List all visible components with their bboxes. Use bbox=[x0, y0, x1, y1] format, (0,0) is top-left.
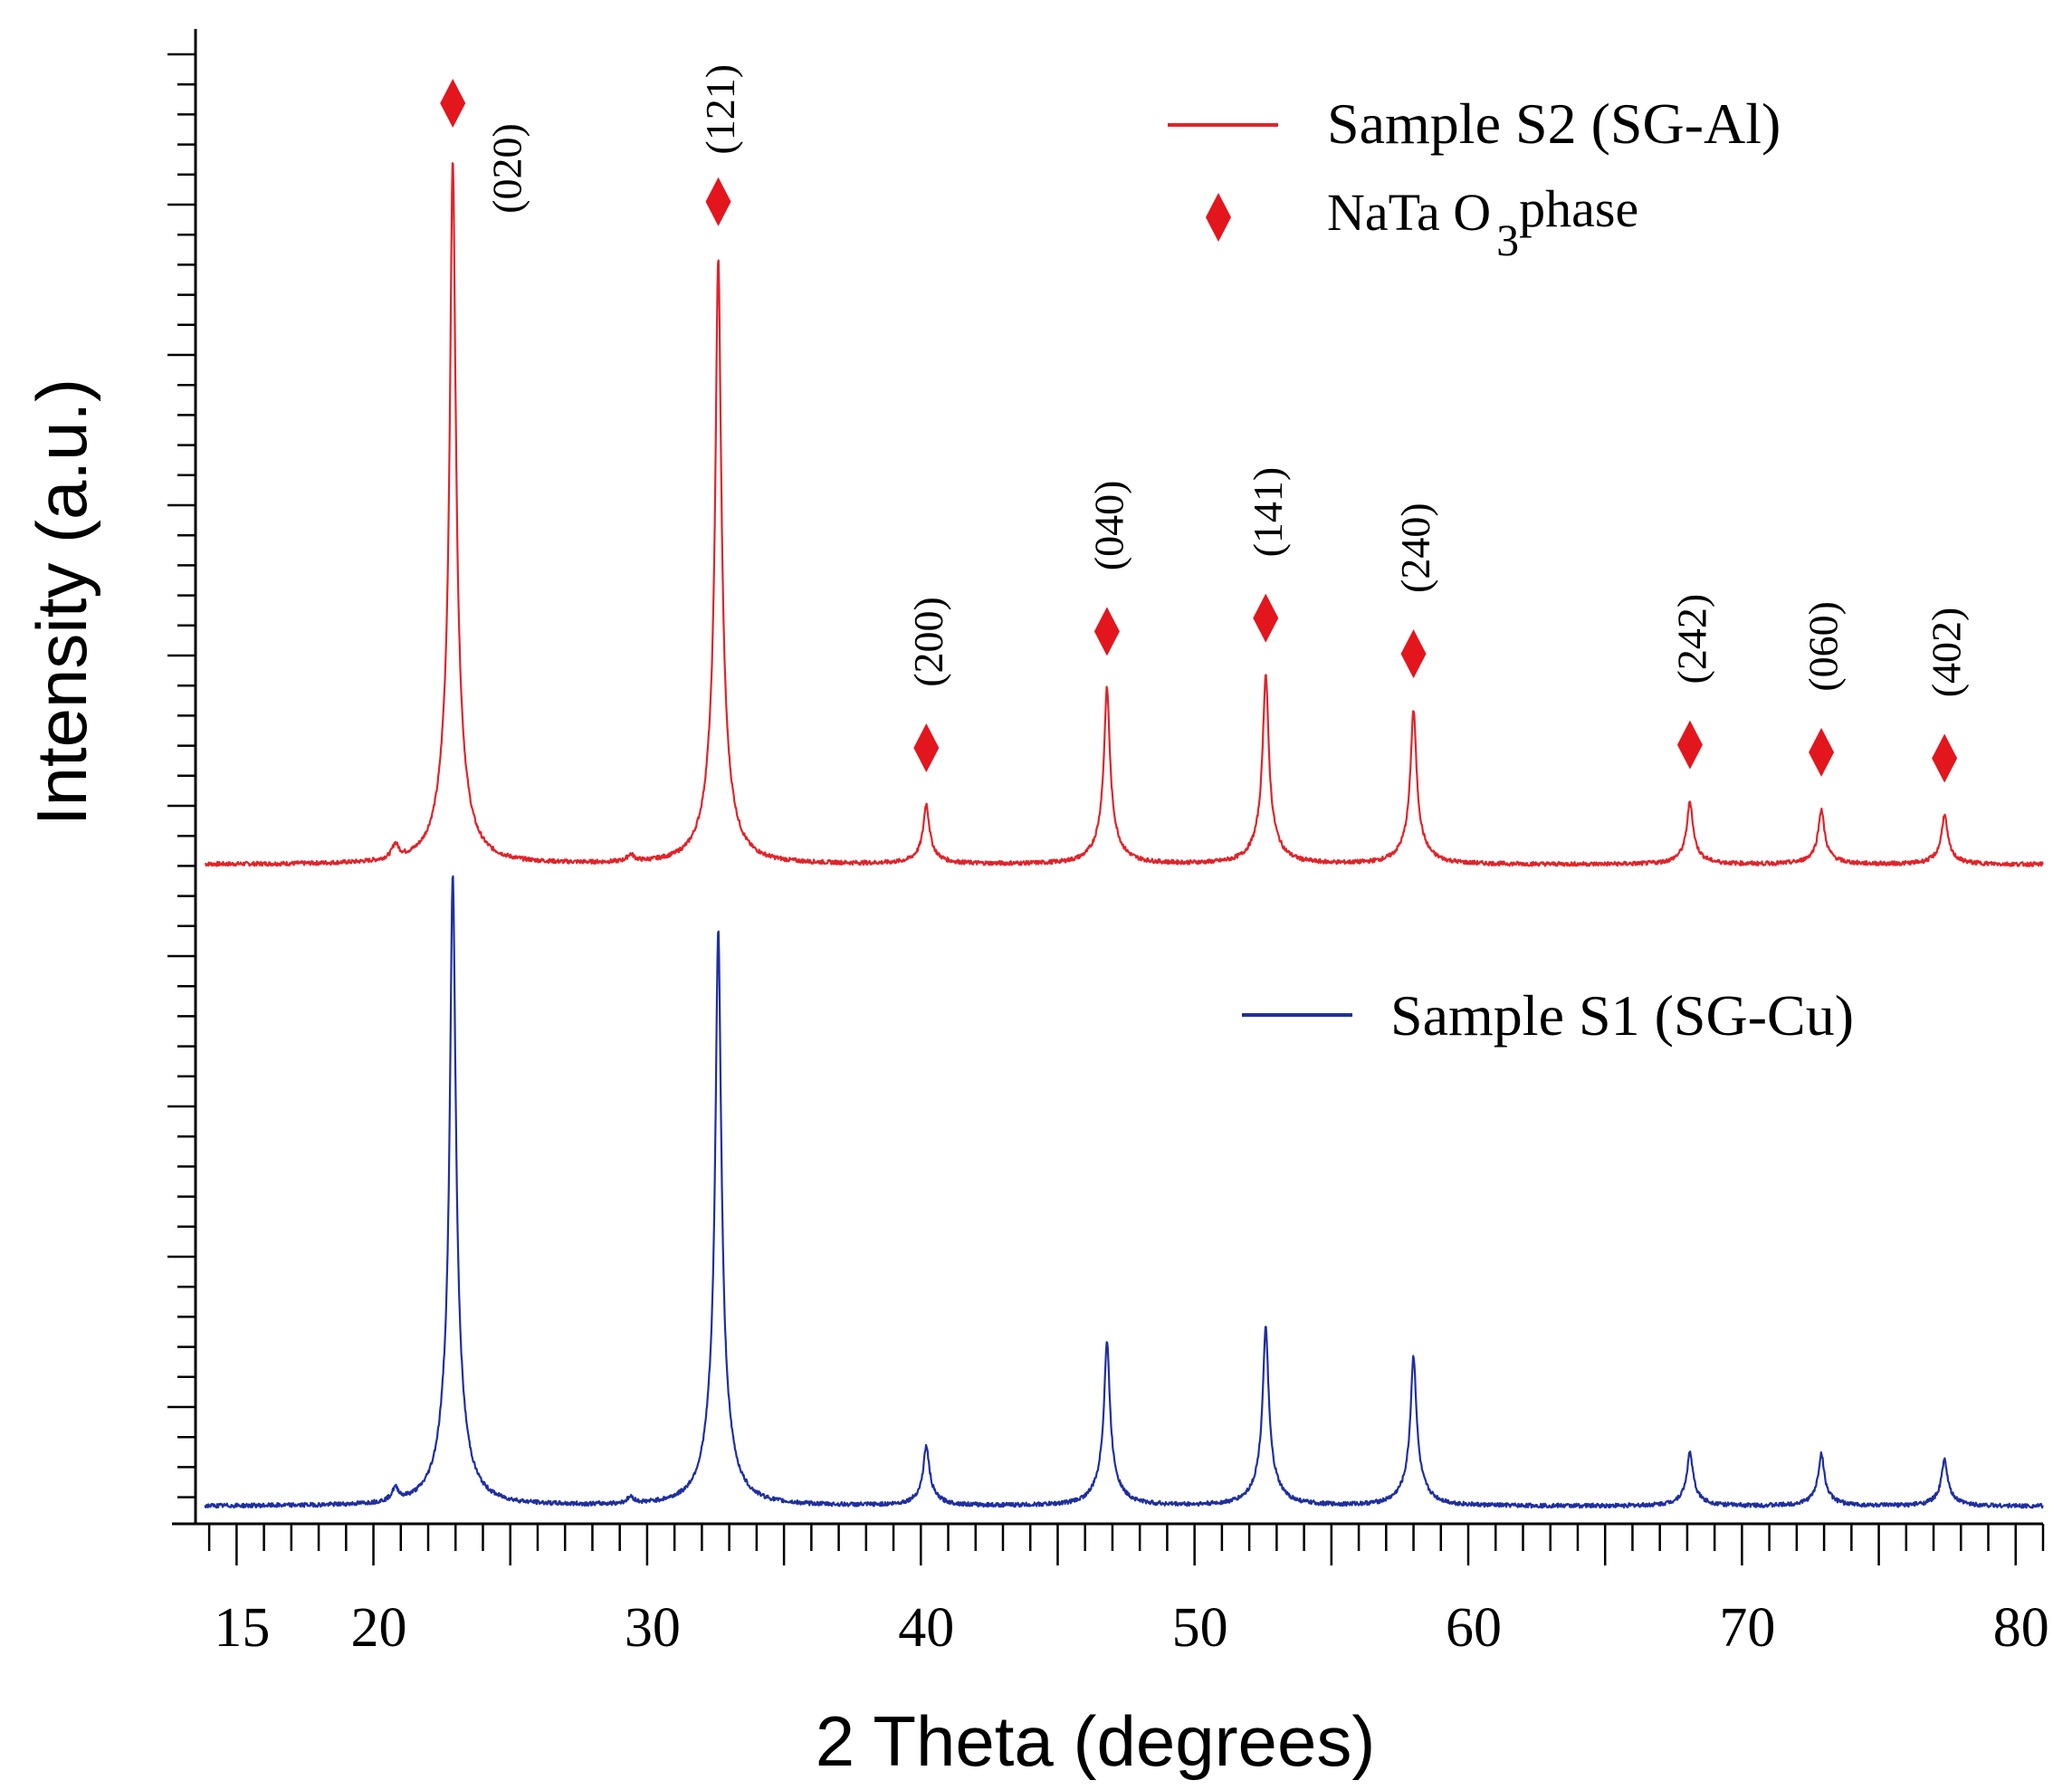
axes: 15 20 30 40 50 60 70 80 bbox=[167, 29, 2049, 1659]
x-tick-label: 50 bbox=[1172, 1597, 1228, 1659]
x-tick-label: 30 bbox=[625, 1597, 681, 1659]
x-tick-label: 60 bbox=[1446, 1597, 1502, 1659]
nataO3-marker bbox=[1932, 733, 1958, 783]
x-tick-label: 70 bbox=[1719, 1597, 1775, 1659]
phase-markers bbox=[440, 79, 1958, 783]
hkl-label: (040) bbox=[1085, 481, 1131, 571]
hkl-label: (402) bbox=[1924, 608, 1970, 698]
x-tick-label: 15 bbox=[214, 1597, 270, 1659]
nataO3-marker bbox=[1400, 629, 1427, 679]
legend-diamond bbox=[1206, 193, 1231, 242]
nataO3-marker bbox=[913, 723, 940, 772]
hkl-label: (141) bbox=[1245, 467, 1291, 558]
nataO3-marker bbox=[1253, 593, 1279, 643]
hkl-label: (121) bbox=[697, 64, 743, 155]
x-tick-label: 20 bbox=[351, 1597, 407, 1659]
hkl-label: (060) bbox=[1800, 601, 1847, 692]
x-tick-label: 80 bbox=[1993, 1597, 2049, 1659]
hkl-label: (240) bbox=[1392, 503, 1438, 593]
nataO3-marker bbox=[705, 177, 731, 226]
legend-label-phase: phase bbox=[1519, 179, 1638, 238]
traces bbox=[204, 162, 2044, 1509]
nataO3-marker bbox=[1093, 607, 1120, 656]
trace-s2-sg-al bbox=[205, 162, 2044, 867]
x-tick-label: 40 bbox=[898, 1597, 954, 1659]
hkl-label: (242) bbox=[1668, 594, 1714, 684]
legend-label-nataO3: NaTa O bbox=[1327, 183, 1491, 242]
legend-label-subscript: 3 bbox=[1496, 215, 1519, 265]
x-axis-label: 2 Theta (degrees) bbox=[816, 1701, 1376, 1781]
nataO3-marker bbox=[440, 79, 466, 129]
nataO3-marker bbox=[1809, 727, 1835, 777]
legend-label-s2: Sample S2 (SG-Al) bbox=[1327, 91, 1781, 156]
nataO3-marker bbox=[1676, 720, 1703, 770]
legend-label-s1: Sample S1 (SG-Cu) bbox=[1390, 983, 1854, 1048]
hkl-label: (200) bbox=[905, 597, 951, 687]
hkl-labels: (020) (121) (200) (040) (141) (240) (242) (060)… bbox=[484, 64, 1970, 697]
y-axis-label: Intensity (a.u.) bbox=[22, 378, 101, 826]
trace-s1-sg-cu bbox=[204, 875, 2044, 1509]
hkl-label: (020) bbox=[484, 123, 530, 214]
